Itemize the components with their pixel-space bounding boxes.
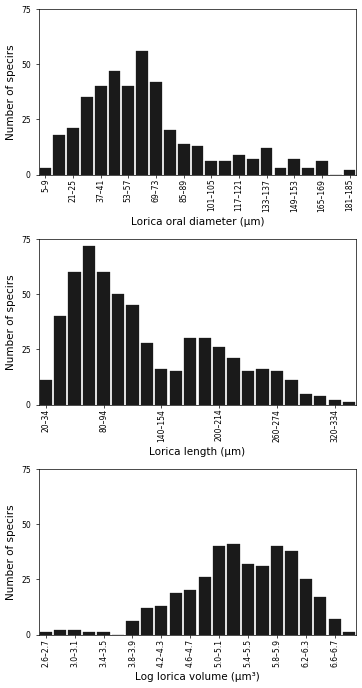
Y-axis label: Number of specirs: Number of specirs	[5, 274, 16, 369]
Bar	[242, 372, 254, 405]
Bar	[112, 294, 124, 405]
Bar	[141, 608, 153, 634]
Bar	[247, 159, 258, 175]
Bar	[164, 131, 176, 175]
Bar	[302, 168, 314, 175]
Bar	[126, 305, 139, 405]
Bar	[261, 148, 273, 175]
Bar	[205, 161, 217, 175]
Y-axis label: Number of specirs: Number of specirs	[5, 504, 16, 600]
Bar	[316, 161, 328, 175]
Bar	[150, 82, 162, 175]
Bar	[184, 338, 197, 405]
Bar	[285, 551, 298, 634]
Bar	[233, 155, 245, 175]
Bar	[256, 566, 269, 634]
Bar	[271, 546, 283, 634]
Bar	[343, 632, 355, 634]
Bar	[170, 592, 182, 634]
Bar	[155, 606, 168, 634]
Bar	[83, 246, 95, 405]
Bar	[136, 51, 148, 175]
Bar	[314, 396, 327, 405]
Bar	[191, 146, 203, 175]
Bar	[141, 343, 153, 405]
Bar	[300, 579, 312, 634]
Bar	[68, 272, 81, 405]
Bar	[344, 170, 355, 175]
Bar	[289, 159, 300, 175]
Bar	[122, 86, 134, 175]
Bar	[83, 632, 95, 634]
Bar	[198, 577, 211, 634]
Bar	[227, 544, 240, 634]
X-axis label: Log lorica volume (μm³): Log lorica volume (μm³)	[135, 672, 260, 682]
Bar	[39, 168, 51, 175]
Bar	[271, 372, 283, 405]
Bar	[68, 630, 81, 634]
Bar	[178, 144, 190, 175]
Bar	[97, 632, 110, 634]
Bar	[67, 128, 79, 175]
Bar	[213, 546, 225, 634]
Bar	[170, 372, 182, 405]
Bar	[213, 347, 225, 405]
Bar	[95, 86, 106, 175]
Bar	[314, 597, 327, 634]
Y-axis label: Number of specirs: Number of specirs	[5, 44, 16, 140]
Bar	[227, 358, 240, 405]
Bar	[274, 168, 286, 175]
Bar	[155, 369, 168, 405]
X-axis label: Lorica oral diameter (μm): Lorica oral diameter (μm)	[131, 217, 264, 227]
Bar	[97, 272, 110, 405]
Bar	[126, 621, 139, 634]
Bar	[329, 619, 341, 634]
Bar	[219, 161, 231, 175]
Bar	[54, 316, 66, 405]
Bar	[109, 71, 121, 175]
X-axis label: Lorica length (μm): Lorica length (μm)	[150, 447, 245, 458]
Bar	[343, 402, 355, 405]
Bar	[329, 400, 341, 405]
Bar	[184, 590, 197, 634]
Bar	[54, 630, 66, 634]
Bar	[39, 632, 52, 634]
Bar	[242, 564, 254, 634]
Bar	[81, 97, 93, 175]
Bar	[39, 380, 52, 405]
Bar	[198, 338, 211, 405]
Bar	[256, 369, 269, 405]
Bar	[53, 135, 65, 175]
Bar	[300, 394, 312, 405]
Bar	[285, 380, 298, 405]
